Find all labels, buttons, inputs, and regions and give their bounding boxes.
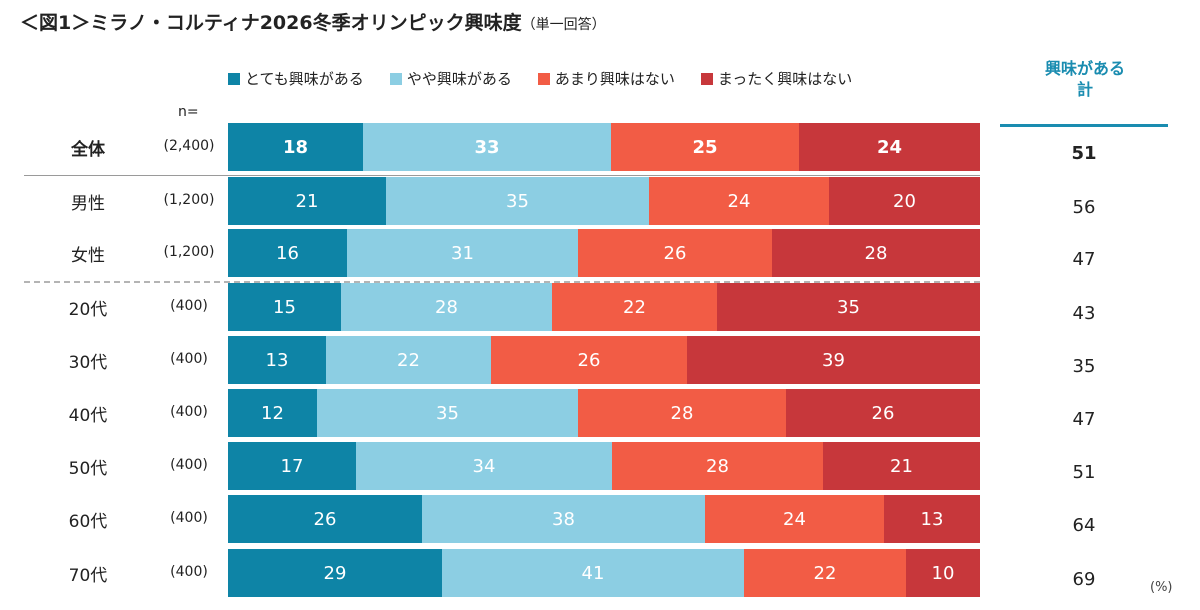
bar-segment: 18 [228, 123, 363, 171]
stacked-bar: 29 41 22 10 [228, 549, 980, 597]
chart-title-main: ＜図1＞ミラノ・コルティナ2026冬季オリンピック興味度 [20, 12, 522, 34]
row-sample-size: (400) [170, 457, 208, 473]
legend-item: やや興味がある [389, 68, 512, 89]
interest-total-value: 51 [1071, 143, 1097, 164]
stacked-bar: 18 33 25 24 [228, 123, 980, 171]
row-sample-size: (2,400) [163, 138, 215, 154]
stacked-bar: 16 31 26 28 [228, 229, 980, 277]
bar-segment: 20 [829, 177, 980, 225]
bar-segment: 22 [552, 283, 717, 331]
row-sample-size: (1,200) [163, 244, 215, 260]
legend-item: あまり興味はない [537, 68, 675, 89]
gender-age-divider [24, 281, 980, 283]
bar-segment: 33 [363, 123, 611, 171]
bar-segment: 10 [906, 549, 980, 597]
interest-total-header-line1: 興味がある [1044, 59, 1125, 78]
bar-segment: 22 [744, 549, 906, 597]
bar-segment: 28 [772, 229, 980, 277]
bar-segment: 39 [687, 336, 980, 384]
stacked-bar: 13 22 26 39 [228, 336, 980, 384]
bar-segment: 22 [326, 336, 491, 384]
interest-total-value: 51 [1072, 462, 1096, 483]
bar-segment: 24 [649, 177, 829, 225]
legend: とても興味がある やや興味がある あまり興味はない まったく興味はない [228, 68, 852, 89]
bar-segment: 24 [705, 495, 884, 543]
bar-segment: 28 [612, 442, 823, 490]
bar-segment: 25 [611, 123, 799, 171]
stacked-bar: 21 35 24 20 [228, 177, 980, 225]
stacked-bar: 26 38 24 13 [228, 495, 980, 543]
interest-total-value: 56 [1072, 197, 1096, 218]
bar-segment: 21 [823, 442, 980, 490]
row-sample-size: (1,200) [163, 192, 215, 208]
bar-segment: 26 [228, 495, 422, 543]
interest-total-value: 43 [1072, 303, 1096, 324]
stacked-bar: 17 34 28 21 [228, 442, 980, 490]
row-sample-size: (400) [170, 404, 208, 420]
bar-segment: 13 [884, 495, 980, 543]
bar-segment: 26 [786, 389, 980, 437]
row-label: 60代 [68, 512, 108, 532]
legend-label: あまり興味はない [554, 70, 675, 88]
legend-label: とても興味がある [245, 70, 364, 88]
interest-total-value: 47 [1072, 409, 1096, 430]
row-label: 70代 [68, 566, 108, 586]
row-label: 30代 [68, 353, 108, 373]
row-label: 40代 [68, 406, 108, 426]
bar-segment: 35 [386, 177, 649, 225]
row-sample-size: (400) [170, 298, 208, 314]
row-sample-size: (400) [170, 564, 208, 580]
bar-segment: 41 [442, 549, 744, 597]
row-label: 50代 [68, 459, 108, 479]
bar-segment: 12 [228, 389, 317, 437]
bar-segment: 24 [799, 123, 980, 171]
row-label: 全体 [71, 140, 105, 160]
bar-segment: 17 [228, 442, 356, 490]
row-label: 20代 [68, 300, 108, 320]
row-label: 男性 [71, 194, 105, 214]
legend-label: まったく興味はない [717, 70, 853, 88]
bar-segment: 21 [228, 177, 386, 225]
legend-swatch [537, 72, 550, 85]
bar-segment: 26 [491, 336, 687, 384]
bar-segment: 13 [228, 336, 326, 384]
row-sample-size: (400) [170, 351, 208, 367]
bar-segment: 31 [347, 229, 578, 277]
row-label: 女性 [71, 246, 105, 266]
bar-segment: 29 [228, 549, 442, 597]
bar-segment: 16 [228, 229, 347, 277]
interest-total-header: 興味がある 計 [1002, 58, 1168, 100]
bar-segment: 15 [228, 283, 341, 331]
unit-label: (%) [1150, 580, 1173, 595]
interest-total-value: 69 [1072, 569, 1096, 590]
interest-total-value: 35 [1072, 356, 1096, 377]
interest-total-rule [1000, 124, 1168, 127]
interest-total-value: 64 [1072, 515, 1096, 536]
legend-swatch [228, 72, 240, 85]
legend-label: やや興味がある [406, 70, 512, 88]
bar-segment: 28 [578, 389, 786, 437]
bar-segment: 38 [422, 495, 705, 543]
bar-segment: 35 [317, 389, 578, 437]
legend-swatch [389, 72, 402, 85]
bar-segment: 34 [356, 442, 612, 490]
legend-item: とても興味がある [228, 68, 364, 89]
interest-total-header-line2: 計 [1076, 80, 1093, 99]
chart-title: ＜図1＞ミラノ・コルティナ2026冬季オリンピック興味度（単一回答） [20, 8, 606, 35]
row-sample-size: (400) [170, 510, 208, 526]
chart-title-note: （単一回答） [521, 17, 606, 33]
bar-segment: 28 [341, 283, 552, 331]
stacked-bar: 12 35 28 26 [228, 389, 980, 437]
interest-total-value: 47 [1072, 249, 1096, 270]
stacked-bar: 15 28 22 35 [228, 283, 980, 331]
legend-item: まったく興味はない [700, 68, 853, 89]
bar-segment: 35 [717, 283, 980, 331]
total-divider [24, 175, 980, 176]
bar-segment: 26 [578, 229, 772, 277]
legend-swatch [700, 72, 713, 85]
n-label: n= [178, 104, 199, 120]
